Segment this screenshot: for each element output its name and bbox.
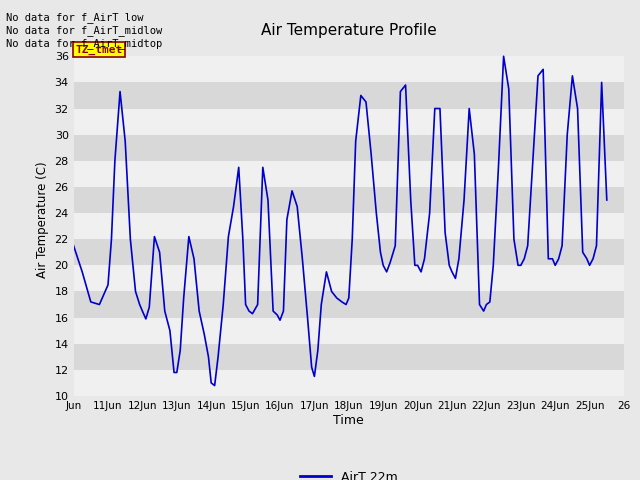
X-axis label: Time: Time	[333, 414, 364, 427]
Text: No data for f_AirT_midtop: No data for f_AirT_midtop	[6, 38, 163, 49]
Text: No data for f_AirT low: No data for f_AirT low	[6, 12, 144, 23]
Bar	[74, 187, 624, 213]
Bar	[74, 135, 624, 161]
Text: No data for f_AirT_midlow: No data for f_AirT_midlow	[6, 25, 163, 36]
Text: TZ_tmet: TZ_tmet	[76, 44, 123, 55]
Bar	[74, 83, 624, 108]
Bar	[74, 344, 624, 370]
Bar	[74, 161, 624, 187]
Y-axis label: Air Temperature (C): Air Temperature (C)	[36, 161, 49, 278]
Bar	[74, 56, 624, 83]
Bar	[74, 318, 624, 344]
Bar	[74, 108, 624, 135]
Bar	[74, 291, 624, 318]
Bar	[74, 265, 624, 291]
Bar	[74, 370, 624, 396]
Legend: AirT 22m: AirT 22m	[295, 466, 403, 480]
Bar	[74, 213, 624, 239]
Bar	[74, 239, 624, 265]
Title: Air Temperature Profile: Air Temperature Profile	[261, 23, 436, 38]
